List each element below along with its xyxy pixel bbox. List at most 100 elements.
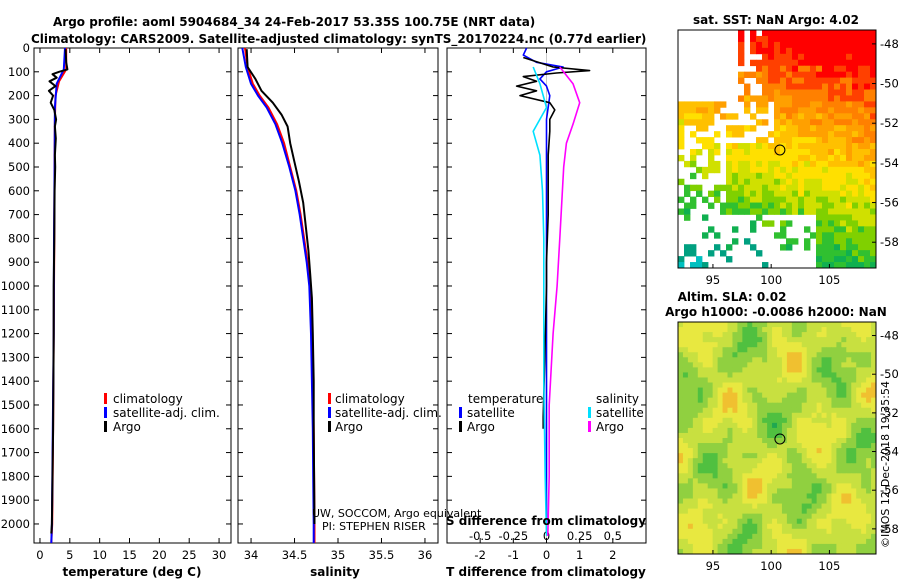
sla-cell (737, 458, 743, 464)
sla-cell (866, 397, 872, 404)
sla-cell (791, 377, 798, 383)
sst-cell (732, 208, 739, 215)
sla-cell (801, 427, 808, 434)
sla-cell (871, 458, 877, 464)
sla-cell (821, 422, 827, 429)
sla-cell (757, 377, 763, 383)
sst-cell (792, 196, 799, 203)
sla-cell (851, 453, 857, 459)
sla-cell (871, 483, 877, 489)
sla-cell (717, 332, 723, 338)
sla-cell (801, 533, 808, 540)
sla-cell (871, 493, 877, 499)
sla-cell (742, 382, 748, 388)
sla-cell (757, 523, 763, 530)
sla-cell (682, 417, 689, 424)
salinity-panel: 34 34.5 35 35.5 36 salinity climatology sate… (237, 47, 482, 579)
sst-cell (846, 95, 853, 102)
sst-cell (690, 154, 697, 162)
sla-cell (826, 458, 832, 464)
sst-cell (846, 89, 853, 96)
sla-cell (692, 533, 699, 540)
sst-cell (750, 208, 757, 215)
sst-cell (786, 137, 793, 144)
sst-cell (828, 41, 835, 49)
sla-cell (762, 407, 768, 414)
sla-cell (757, 327, 763, 333)
sla-cell (687, 327, 694, 333)
sla-cell (836, 518, 842, 525)
sla-cell (697, 362, 704, 368)
sst-cell (840, 262, 847, 269)
sst-cell (858, 101, 865, 108)
sst-cell (798, 178, 805, 186)
sla-cell (678, 533, 684, 540)
sst-cell (864, 232, 871, 239)
sst-cell (840, 113, 847, 120)
sst-cell (840, 250, 847, 257)
sla-cell (861, 402, 867, 409)
sla-cell (767, 427, 773, 434)
sla-cell (752, 322, 758, 328)
sst-cell (792, 83, 799, 90)
sla-cell (811, 533, 817, 540)
sla-cell (757, 402, 763, 409)
sla-cell (801, 352, 808, 358)
sla-cell (846, 453, 852, 459)
sst-cell (822, 143, 829, 150)
sla-cell (712, 432, 718, 439)
sst-cell (750, 125, 757, 132)
sst-cell (804, 143, 811, 150)
t-difference-axis-ticks: -2 -1 0 1 2 (474, 48, 616, 562)
sst-cell (822, 137, 829, 144)
sla-cell (767, 473, 773, 479)
sla-cell (786, 453, 793, 459)
sst-cell (798, 83, 805, 90)
sla-cell (772, 533, 778, 540)
sla-cell (752, 528, 758, 535)
sla-cell (841, 417, 847, 424)
sla-cell (871, 443, 877, 449)
sla-cell (772, 407, 778, 414)
sla-cell (747, 493, 753, 499)
sla-cell (727, 503, 733, 510)
sla-cell (767, 397, 773, 404)
sla-cell (687, 432, 694, 439)
sla-cell (806, 523, 813, 530)
sla-cell (702, 463, 709, 469)
sla-cell (727, 367, 733, 373)
sst-cell (696, 113, 703, 120)
sst-cell (750, 184, 757, 192)
sst-cell (846, 53, 853, 61)
sst-cell (756, 35, 763, 43)
sla-cell (816, 518, 822, 525)
sst-cell (858, 119, 865, 126)
sla-cell (806, 322, 813, 328)
sst-cell (756, 149, 763, 156)
sla-cell (682, 513, 689, 520)
sla-cell (727, 402, 733, 409)
sla-cell (846, 382, 852, 388)
sst-cell (774, 83, 781, 90)
sla-cell (796, 438, 803, 444)
sst-cell (870, 101, 877, 108)
sst-cell (840, 107, 847, 114)
sla-cell (836, 352, 842, 358)
sla-cell (777, 432, 783, 439)
sla-cell (762, 473, 768, 479)
sla-cell (697, 432, 704, 439)
sla-cell (777, 322, 783, 328)
sla-cell (801, 357, 808, 363)
sla-cell (836, 508, 842, 515)
sst-cell (870, 160, 877, 168)
sla-cell (697, 473, 704, 479)
sst-cell (708, 250, 715, 257)
sst-cell (822, 131, 829, 138)
sst-cell (846, 65, 853, 73)
sla-cell (697, 493, 704, 499)
sst-cell (690, 202, 697, 209)
sla-cell (678, 407, 684, 414)
sst-cell (858, 202, 865, 209)
sla-cell (791, 523, 798, 530)
sst-cell (702, 143, 709, 150)
